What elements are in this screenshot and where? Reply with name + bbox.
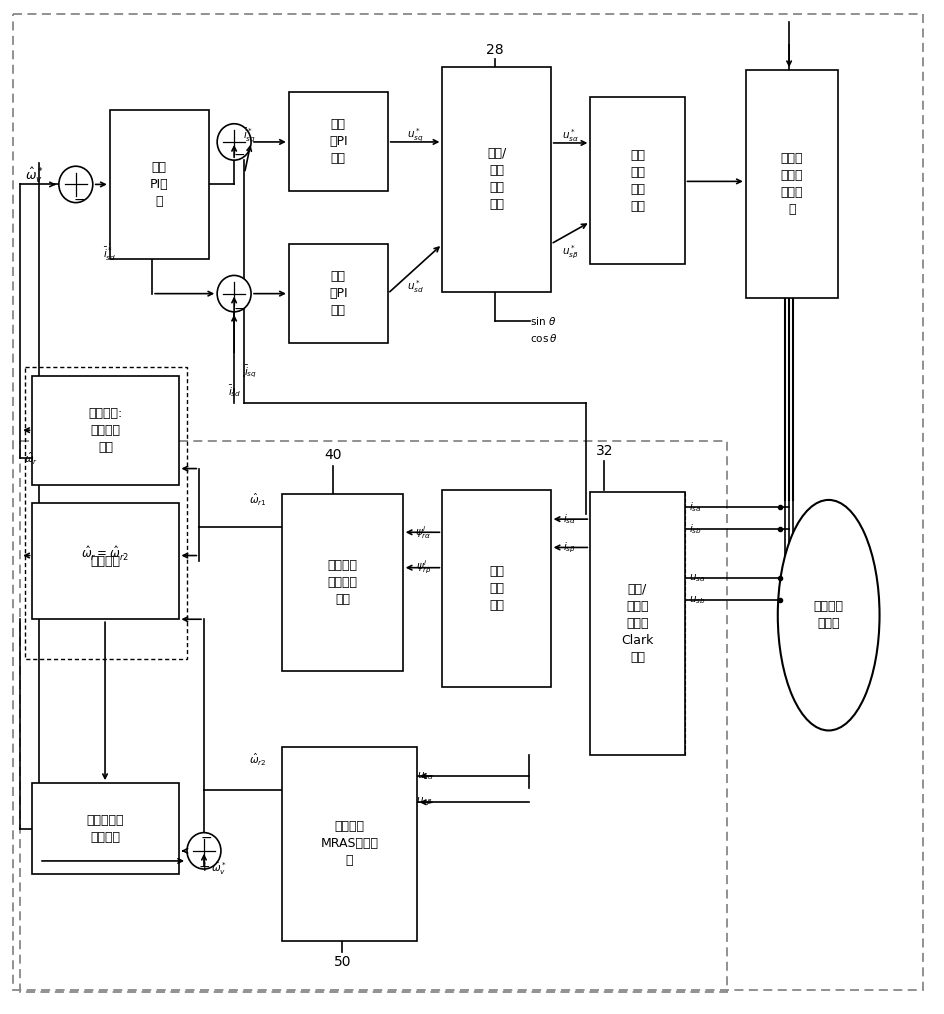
Bar	[25, 367, 187, 659]
Text: 神经网络
MRAS速度辨
识: 神经网络 MRAS速度辨 识	[320, 820, 379, 867]
Text: 电流
环PI
控制: 电流 环PI 控制	[329, 270, 347, 317]
Text: $u_{sa}$: $u_{sa}$	[688, 572, 705, 584]
Text: $u_{s\beta}^*$: $u_{s\beta}^*$	[562, 243, 579, 261]
Text: 速度
PI控
制: 速度 PI控 制	[150, 161, 168, 208]
Bar	[32, 503, 178, 620]
Bar	[289, 92, 387, 192]
Bar	[110, 110, 209, 260]
Text: −: −	[201, 830, 212, 845]
Text: 交流异步
电动机: 交流异步 电动机	[813, 600, 843, 630]
Text: $i_{s\beta}$: $i_{s\beta}$	[563, 540, 576, 555]
Text: $\hat{\omega}_v^*$: $\hat{\omega}_v^*$	[25, 165, 43, 186]
Bar	[590, 97, 683, 265]
Text: $u_{s\alpha}^*$: $u_{s\alpha}^*$	[562, 128, 579, 144]
Text: 32: 32	[595, 444, 613, 458]
Text: 三相功
率电压
源逆变
器: 三相功 率电压 源逆变 器	[780, 152, 802, 216]
Bar	[442, 490, 550, 687]
Text: 28: 28	[486, 43, 503, 57]
Text: $\sin\,\theta$: $\sin\,\theta$	[530, 315, 556, 327]
Text: $\hat{\omega}_r$: $\hat{\omega}_r$	[24, 450, 38, 466]
Circle shape	[187, 832, 221, 869]
Bar	[590, 492, 683, 754]
Bar	[282, 746, 416, 941]
Text: $\bar{i}_{sq}$: $\bar{i}_{sq}$	[244, 363, 257, 380]
Text: 空间
矢量
脉宽
调制: 空间 矢量 脉宽 调制	[630, 149, 644, 213]
Text: $\hat{\omega}_{r2}$: $\hat{\omega}_{r2}$	[249, 751, 267, 768]
Text: 50: 50	[333, 955, 351, 969]
Text: 动态、稳态
区域判别: 动态、稳态 区域判别	[87, 813, 124, 844]
Text: $u_{s\beta}$: $u_{s\beta}$	[415, 796, 432, 808]
Text: 稳态区域: 稳态区域	[91, 555, 121, 568]
Text: $u_{sq}^*$: $u_{sq}^*$	[406, 126, 423, 144]
Text: −: −	[234, 302, 245, 315]
Text: $u_{sb}$: $u_{sb}$	[688, 594, 705, 606]
Text: $\psi_{r\alpha}^i$: $\psi_{r\alpha}^i$	[415, 524, 431, 540]
Circle shape	[217, 276, 251, 312]
Text: $\bar{i}_{sd}^*$: $\bar{i}_{sd}^*$	[103, 245, 116, 263]
Text: $i_{sb}$: $i_{sb}$	[688, 522, 701, 536]
Bar	[442, 67, 550, 292]
Text: $i_{s\alpha}$: $i_{s\alpha}$	[563, 512, 576, 526]
Text: $u_{sd}^*$: $u_{sd}^*$	[406, 278, 423, 295]
Text: 动态区域:
模糊融合
计算: 动态区域: 模糊融合 计算	[89, 407, 123, 453]
Text: 40: 40	[324, 448, 342, 462]
Bar	[745, 70, 837, 298]
Text: +: +	[198, 860, 210, 874]
Text: $\hat{\omega}_v^*$: $\hat{\omega}_v^*$	[211, 859, 226, 877]
Text: 转差频率
直接速度
辨识: 转差频率 直接速度 辨识	[328, 559, 357, 605]
Bar	[32, 783, 178, 874]
Text: 转子
磁链
观测: 转子 磁链 观测	[488, 565, 503, 611]
Text: $\hat{\omega}_r=\hat{\omega}_{r2}$: $\hat{\omega}_r=\hat{\omega}_{r2}$	[81, 545, 128, 563]
Text: −: −	[234, 148, 245, 162]
Text: $\psi_{r\beta}^i$: $\psi_{r\beta}^i$	[415, 559, 431, 576]
Text: 电流
环PI
控制: 电流 环PI 控制	[329, 119, 347, 165]
Bar	[20, 441, 726, 993]
Text: $i_{sa}$: $i_{sa}$	[688, 500, 701, 514]
Text: $\hat{\omega}_{r1}$: $\hat{\omega}_{r1}$	[249, 492, 267, 508]
Circle shape	[217, 124, 251, 160]
Text: $\bar{i}_{sd}$: $\bar{i}_{sd}$	[228, 382, 241, 399]
Bar	[282, 494, 402, 671]
Text: $\bar{i}_{sq}^*$: $\bar{i}_{sq}^*$	[243, 126, 256, 144]
Text: $\cos\theta$: $\cos\theta$	[530, 333, 557, 344]
Circle shape	[59, 166, 93, 203]
Ellipse shape	[777, 500, 879, 730]
Text: 旋转/
固定
坐标
变换: 旋转/ 固定 坐标 变换	[486, 147, 506, 211]
Bar	[32, 375, 178, 485]
Text: −: −	[74, 193, 85, 207]
Text: $u_{sa}$: $u_{sa}$	[416, 770, 432, 782]
Text: 三相/
两相静
止坐标
Clark
变换: 三相/ 两相静 止坐标 Clark 变换	[620, 583, 653, 664]
Bar	[289, 244, 387, 343]
